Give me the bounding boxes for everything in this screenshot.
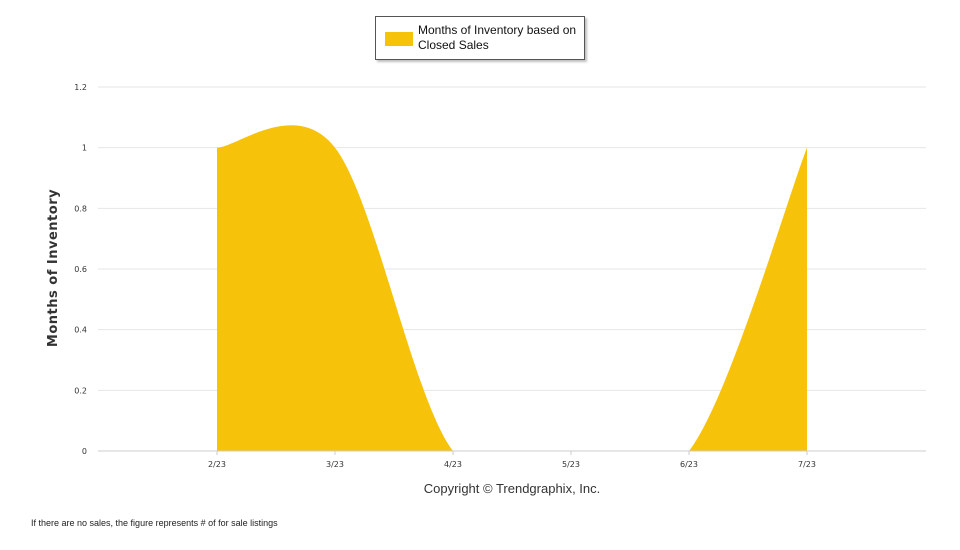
- y-tick-label: 0: [82, 447, 87, 456]
- x-tick-label: 2/23: [208, 460, 226, 469]
- y-axis-label: Months of Inventory: [46, 189, 61, 347]
- legend-label: Months of Inventory based on Closed Sale…: [418, 23, 577, 52]
- footnote: If there are no sales, the figure repres…: [31, 518, 278, 528]
- y-tick-label: 0.2: [74, 386, 87, 395]
- y-tick-label: 0.6: [74, 265, 87, 274]
- y-tick-labels: 0 0.2 0.4 0.6 0.8 1 1.2: [74, 83, 87, 456]
- x-tick-label: 4/23: [444, 460, 462, 469]
- y-tick-label: 1.2: [74, 83, 87, 92]
- y-tick-label: 0.4: [74, 326, 87, 335]
- legend: Months of Inventory based on Closed Sale…: [375, 16, 585, 60]
- legend-swatch[interactable]: [385, 32, 413, 46]
- x-tick-labels: 2/23 3/23 4/23 5/23 6/23 7/23: [208, 451, 816, 469]
- y-tick-label: 1: [82, 144, 87, 153]
- y-tick-label: 0.8: [74, 204, 87, 213]
- area-series-months-of-inventory[interactable]: [217, 125, 807, 451]
- x-tick-label: 6/23: [680, 460, 698, 469]
- x-tick-label: 5/23: [562, 460, 580, 469]
- x-tick-label: 3/23: [326, 460, 344, 469]
- x-tick-label: 7/23: [798, 460, 816, 469]
- copyright-text: Copyright © Trendgraphix, Inc.: [424, 481, 601, 496]
